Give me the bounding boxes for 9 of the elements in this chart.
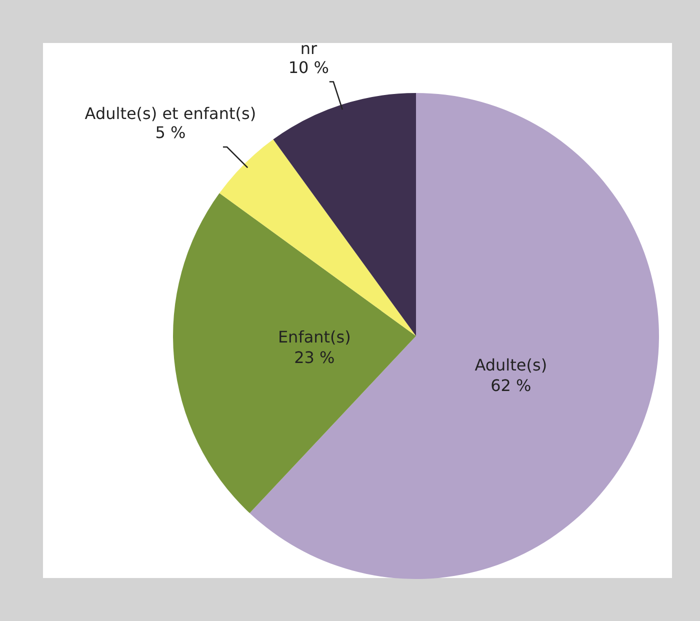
slice-label: Adulte(s) et enfant(s) [84, 104, 256, 123]
pie-slice [173, 193, 416, 514]
data-label: 23 % [294, 348, 335, 368]
data-label: 5 % [155, 123, 186, 142]
slice-label: Enfant(s) [278, 327, 351, 346]
slice-label: Adulte(s) [474, 355, 548, 374]
data-label: 10 % [288, 58, 330, 77]
data-label: 62 % [490, 376, 532, 396]
slice-label: nr [300, 38, 318, 58]
